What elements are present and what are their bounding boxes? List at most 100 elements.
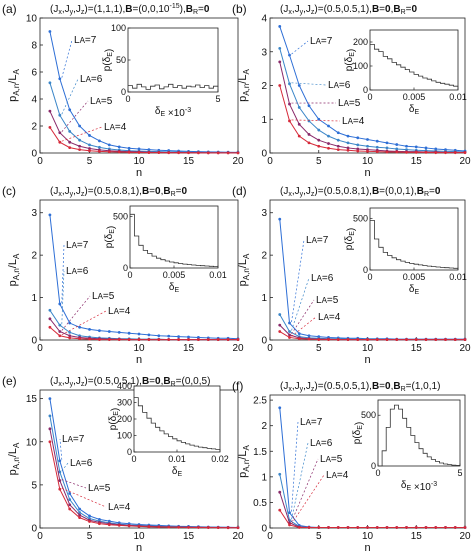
data-point bbox=[117, 150, 121, 154]
data-point bbox=[346, 141, 350, 145]
data-point bbox=[414, 526, 418, 529]
y-tick-label: 10 bbox=[26, 14, 38, 25]
data-point bbox=[278, 323, 282, 327]
data-point bbox=[117, 330, 121, 334]
data-point bbox=[278, 217, 282, 221]
inset-frame bbox=[129, 205, 219, 269]
x-tick-label: 10 bbox=[362, 156, 374, 167]
data-point bbox=[78, 144, 81, 148]
series-line bbox=[279, 492, 465, 528]
data-point bbox=[434, 338, 438, 341]
inset-x-tick-label: 0 bbox=[125, 94, 130, 104]
legend-leader bbox=[291, 299, 315, 335]
x-tick-label: 10 bbox=[362, 343, 374, 354]
data-point bbox=[167, 334, 171, 338]
legend-leader bbox=[291, 239, 305, 323]
inset-histogram bbox=[128, 83, 219, 90]
inset-y-tick-label: 400 bbox=[117, 381, 132, 391]
chart-panel-f: 0 5 10 15 20 0 0.5 1 1.5 2 2.5 n pA,n/LA (f) (Jx,Jy,Jz… bbox=[232, 379, 471, 554]
y-tick-label: 2 bbox=[31, 251, 37, 262]
series-line bbox=[279, 61, 465, 153]
data-point bbox=[58, 77, 62, 81]
data-point bbox=[453, 151, 457, 155]
data-point bbox=[366, 526, 369, 529]
data-point bbox=[107, 150, 111, 154]
data-point bbox=[395, 338, 399, 341]
data-point bbox=[226, 526, 230, 530]
y-tick-label: 4 bbox=[31, 95, 37, 106]
data-point bbox=[197, 338, 200, 341]
series-label: LA=6 bbox=[310, 438, 333, 449]
data-point bbox=[187, 338, 190, 341]
inset-y-label: p(δE) bbox=[102, 49, 115, 71]
y-axis-label: pA,n/LA bbox=[7, 253, 21, 286]
data-point bbox=[385, 150, 389, 154]
data-point bbox=[137, 338, 141, 341]
inset-plot: 0 0.005 0.01 0 100 200 p(δE) δE bbox=[344, 29, 467, 116]
data-point bbox=[68, 334, 72, 338]
y-tick-label: 2 bbox=[261, 421, 267, 432]
data-point bbox=[177, 338, 181, 341]
x-tick-label: 20 bbox=[459, 156, 471, 167]
data-point bbox=[48, 397, 52, 401]
data-point bbox=[424, 150, 428, 154]
data-point bbox=[68, 108, 72, 112]
series-label: LA=5 bbox=[92, 291, 115, 302]
data-point bbox=[78, 516, 81, 520]
data-point bbox=[385, 146, 389, 150]
inset-x-tick-label: 0.01 bbox=[449, 272, 467, 282]
data-point bbox=[167, 525, 171, 529]
inset-histogram bbox=[134, 397, 221, 450]
data-point bbox=[197, 336, 200, 339]
data-point bbox=[327, 526, 330, 529]
series-label: LA=6 bbox=[311, 273, 334, 284]
inset-plot: 0 0.01 0.02 0 100 200 300 400 p(δE) δE bbox=[108, 381, 229, 478]
data-point bbox=[366, 138, 369, 141]
inset-x-tick-label: 0.01 bbox=[209, 270, 227, 280]
data-point bbox=[187, 525, 190, 529]
x-tick-label: 15 bbox=[411, 531, 423, 542]
data-point bbox=[78, 337, 81, 341]
inset-y-tick-label: 200 bbox=[117, 414, 132, 424]
data-point bbox=[366, 338, 369, 341]
inset-x-tick-label: 0.005 bbox=[163, 270, 186, 280]
x-axis-label: n bbox=[364, 354, 370, 366]
x-axis-label: n bbox=[136, 354, 142, 366]
data-point bbox=[147, 333, 151, 337]
inset-x-tick-label: 0.01 bbox=[168, 454, 186, 464]
data-point bbox=[297, 332, 301, 336]
data-point bbox=[157, 338, 161, 341]
x-axis-label: n bbox=[364, 167, 370, 179]
data-point bbox=[48, 427, 52, 431]
data-point bbox=[307, 104, 311, 108]
x-tick-label: 10 bbox=[133, 531, 145, 542]
inset-x-label: δE ×10-3 bbox=[401, 480, 437, 493]
data-point bbox=[147, 151, 151, 154]
data-point bbox=[346, 338, 350, 341]
data-point bbox=[157, 151, 161, 154]
series-label: LA=7 bbox=[306, 235, 329, 246]
data-point bbox=[336, 138, 340, 142]
data-point bbox=[297, 106, 301, 109]
y-tick-label: 5 bbox=[31, 480, 37, 491]
data-point bbox=[98, 145, 101, 149]
series-label: LA=4 bbox=[342, 116, 365, 127]
chart-title: (Jx,Jy,Jz)=(0.5,0.5,1),B=0,BR=(1,0,1) bbox=[280, 381, 440, 393]
x-tick-label: 0 bbox=[267, 531, 273, 542]
data-point bbox=[88, 520, 91, 523]
series-line bbox=[49, 127, 238, 154]
data-point bbox=[206, 151, 210, 155]
data-point bbox=[356, 143, 360, 147]
data-point bbox=[197, 151, 200, 155]
data-point bbox=[327, 124, 330, 128]
chart-title: (Jx,Jy,Jz)=(0.5,0.8,1),B=(0,0,1),BR=0 bbox=[280, 186, 441, 198]
data-point bbox=[68, 321, 72, 325]
data-point bbox=[137, 332, 141, 336]
data-point bbox=[98, 149, 101, 153]
data-point bbox=[197, 526, 200, 529]
data-point bbox=[317, 144, 321, 148]
data-point bbox=[68, 492, 72, 495]
data-point bbox=[307, 334, 311, 338]
